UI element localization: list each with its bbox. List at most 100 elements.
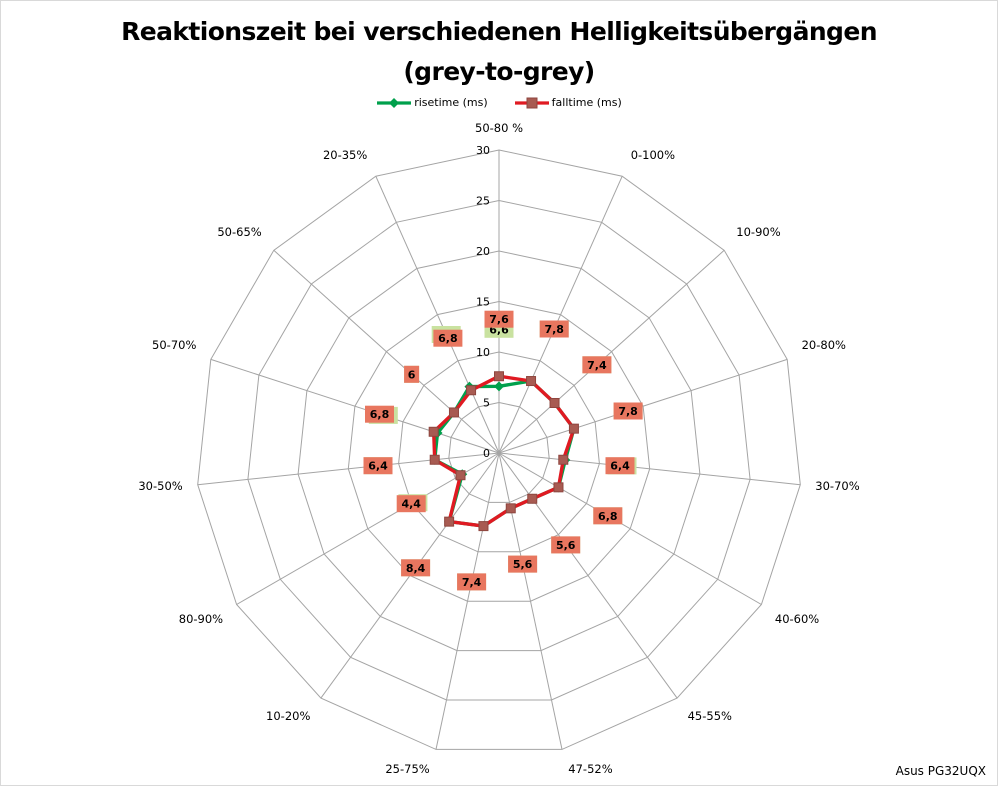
data-label-value: 5,6 xyxy=(513,558,533,571)
r-axis-tick-label: 15 xyxy=(476,296,490,309)
legend-label-falltime: falltime (ms) xyxy=(551,96,622,109)
data-label-box xyxy=(593,507,623,525)
data-label-value: 4,4 xyxy=(401,498,421,511)
axis-spoke xyxy=(375,175,500,454)
falltime-data-label: 6,4 xyxy=(363,457,393,475)
data-label-value: 6,4 xyxy=(610,460,630,473)
axis-spoke xyxy=(236,452,500,605)
falltime-marker xyxy=(527,493,538,504)
category-label: 20-35% xyxy=(323,148,367,162)
data-label-value: 8,4 xyxy=(406,562,426,575)
axis-spoke xyxy=(498,358,788,454)
r-axis-tick-label: 25 xyxy=(476,195,490,208)
axis-spoke xyxy=(210,358,500,454)
data-label-box xyxy=(508,555,538,573)
falltime-marker xyxy=(553,482,564,493)
data-label-value: 6,8 xyxy=(598,510,618,523)
chart-title-line1: Reaktionszeit bei verschiedenen Helligke… xyxy=(121,17,877,46)
category-label: 30-70% xyxy=(815,479,859,493)
falltime-data-label: 7,6 xyxy=(484,310,514,328)
axis-spoke xyxy=(498,249,725,454)
data-label-box xyxy=(551,536,581,554)
data-label-value: 5,6 xyxy=(556,539,576,552)
category-label: 10-90% xyxy=(736,225,780,239)
falltime-marker xyxy=(429,454,440,465)
falltime-marker xyxy=(505,503,516,514)
falltime-data-label: 6,8 xyxy=(593,507,623,525)
data-label-value: 7,4 xyxy=(462,576,482,589)
falltime-data-label: 6,4 xyxy=(605,457,635,475)
falltime-series-line xyxy=(432,374,576,528)
axis-spoke xyxy=(435,452,500,750)
grid-ring xyxy=(297,250,701,652)
r-axis-tick-label: 10 xyxy=(476,346,490,359)
falltime-data-label: 6,8 xyxy=(365,405,394,423)
data-label-box xyxy=(363,457,393,475)
data-label-value: 6,8 xyxy=(438,332,458,345)
axis-spoke xyxy=(498,452,678,699)
data-label-box xyxy=(404,365,420,383)
r-axis-tick-label: 5 xyxy=(483,397,490,410)
data-label-value: 7,6 xyxy=(489,313,509,326)
category-label: 50-70% xyxy=(152,338,196,352)
falltime-data-label: 5,6 xyxy=(551,536,581,554)
falltime-marker xyxy=(448,407,459,418)
legend: risetime (ms) falltime (ms) xyxy=(0,96,998,109)
falltime-data-label: 6,8 xyxy=(433,329,463,347)
falltime-legend-marker-icon xyxy=(514,97,549,108)
axis-spoke xyxy=(498,175,623,454)
data-label-value: 6,4 xyxy=(368,460,388,473)
data-label-value: 7,8 xyxy=(618,405,638,418)
falltime-data-label: 8,4 xyxy=(401,559,431,577)
falltime-marker xyxy=(549,397,560,408)
watermark: Asus PG32UQX xyxy=(895,764,986,778)
data-label-value: 6,8 xyxy=(370,408,390,421)
falltime-marker xyxy=(568,423,579,434)
falltime-marker xyxy=(428,426,439,437)
category-label: 47-52% xyxy=(568,762,612,776)
category-label: 80-90% xyxy=(179,612,223,626)
falltime-data-label: 5,6 xyxy=(508,555,538,573)
falltime-marker xyxy=(444,516,455,527)
category-label: 50-65% xyxy=(217,225,261,239)
r-axis-tick-label: 0 xyxy=(483,447,490,460)
data-label-box xyxy=(605,457,635,475)
category-label: 25-75% xyxy=(385,762,429,776)
falltime-data-label: 7,4 xyxy=(582,356,612,374)
falltime-marker xyxy=(558,454,569,465)
axis-spoke xyxy=(273,249,500,454)
data-label-box xyxy=(457,573,487,591)
data-label-box xyxy=(401,559,431,577)
axis-spoke xyxy=(197,452,500,486)
data-label-box xyxy=(539,320,569,338)
axis-spoke xyxy=(498,452,762,605)
falltime-marker xyxy=(526,376,537,387)
data-label-box xyxy=(396,495,426,513)
category-label: 50-80 % xyxy=(475,121,523,135)
category-label: 0-100% xyxy=(631,148,675,162)
r-axis-tick-label: 20 xyxy=(476,245,490,258)
legend-item-falltime: falltime (ms) xyxy=(514,96,622,109)
grid-ring xyxy=(347,300,651,602)
r-axis-tick-label: 30 xyxy=(476,144,490,157)
falltime-marker xyxy=(494,371,504,382)
category-label: 45-55% xyxy=(688,709,732,723)
data-label-box xyxy=(433,329,463,347)
legend-label-risetime: risetime (ms) xyxy=(414,96,488,109)
category-label: 30-50% xyxy=(138,479,182,493)
data-label-box xyxy=(484,310,514,328)
category-label: 10-20% xyxy=(266,709,310,723)
falltime-marker xyxy=(466,385,477,396)
category-label: 40-60% xyxy=(775,612,819,626)
data-label-value: 6 xyxy=(408,368,416,381)
grid-ring xyxy=(247,199,751,701)
falltime-data-label: 4,4 xyxy=(396,495,426,513)
grid-ring xyxy=(398,351,600,553)
data-label-box xyxy=(365,405,394,423)
falltime-data-label: 7,8 xyxy=(539,320,569,338)
risetime-legend-marker-icon xyxy=(377,97,412,108)
axis-spoke xyxy=(498,452,801,486)
legend-item-risetime: risetime (ms) xyxy=(376,96,488,109)
risetime-marker xyxy=(494,381,504,392)
falltime-data-label: 7,8 xyxy=(613,402,643,420)
